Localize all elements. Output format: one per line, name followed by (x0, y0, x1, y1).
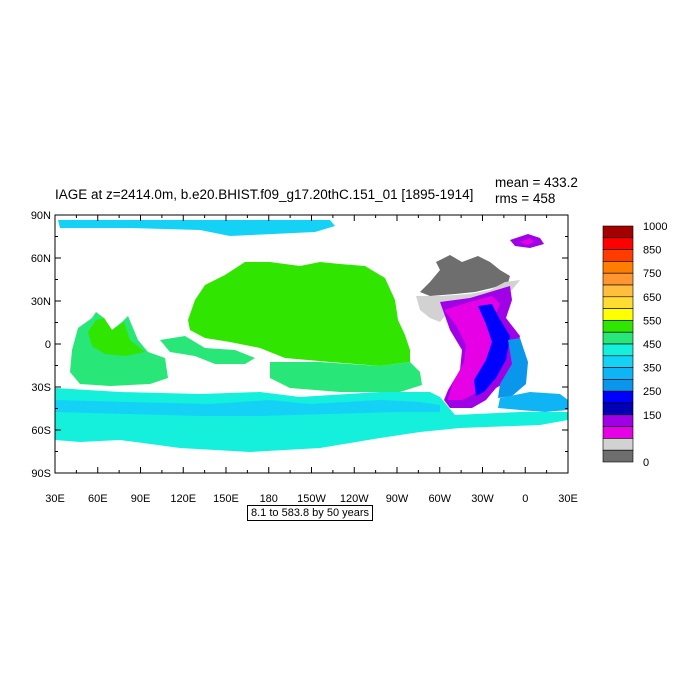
southern-cyan-strip (55, 400, 440, 416)
x-axis: 30E 60E 90E 120E 150E 180 150W 120W 90W 60W 30W 0 30… (45, 215, 578, 505)
maritime-green (160, 336, 255, 364)
colorbar-swatch (602, 402, 634, 416)
y-tick-label: 90N (31, 210, 51, 222)
x-tick-label: 150E (213, 493, 239, 505)
x-tick-label: 90W (386, 493, 409, 505)
colorbar-label: 150 (643, 410, 661, 422)
y-tick-label: 60N (31, 253, 51, 265)
atlantic-blue-core (474, 304, 510, 396)
x-tick-label: 30W (471, 493, 494, 505)
y-tick-label: 30N (31, 296, 51, 308)
colorbar-swatch (602, 390, 634, 404)
north-atlantic-spot (520, 238, 534, 245)
colorbar-swatch (602, 237, 634, 250)
x-tick-label: 120E (170, 493, 196, 505)
colorbar-label: 850 (643, 245, 661, 257)
atlantic-southeast-cyan (498, 392, 568, 412)
x-tick-label: 30E (45, 493, 65, 505)
x-tick-label: 60E (88, 493, 108, 505)
y-axis: 90N 60N 30N 0 30S 60S 90S (31, 210, 568, 480)
colorbar-swatch (602, 308, 634, 321)
south-pacific-band (270, 362, 422, 392)
colorbar-swatch (602, 414, 634, 427)
colorbar: 1000 850 750 650 550 450 350 250 150 0 (602, 221, 667, 469)
colorbar-label: 450 (643, 339, 661, 351)
colorbar-swatch (602, 249, 634, 262)
colorbar-swatch (602, 343, 634, 357)
atlantic-dark-gray (420, 255, 510, 296)
plot-title: IAGE at z=2414.0m, b.e20.BHIST.f09_g17.2… (55, 187, 474, 202)
ocean-fields (55, 220, 568, 452)
y-tick-label: 30S (31, 382, 51, 394)
pacific-ocean (188, 262, 410, 366)
y-tick-label: 60S (31, 425, 51, 437)
colorbar-label: 1000 (643, 221, 667, 233)
colorbar-label: 650 (643, 292, 661, 304)
colorbar-swatch (602, 449, 634, 463)
atlantic-east-blue (498, 338, 528, 398)
y-tick-label: 0 (45, 339, 51, 351)
colorbar-swatch (602, 438, 634, 451)
colorbar-swatch (602, 272, 634, 286)
colorbar-label: 550 (643, 315, 661, 327)
colorbar-label: 0 (643, 457, 649, 469)
x-tick-label: 0 (522, 493, 528, 505)
colorbar-label: 750 (643, 268, 661, 280)
arctic-region (58, 220, 335, 236)
colorbar-swatch (602, 355, 634, 368)
x-tick-label: 120W (340, 493, 369, 505)
colorbar-label: 350 (643, 363, 661, 375)
contour-range-note: 8.1 to 583.8 by 50 years (247, 505, 374, 521)
colorbar-swatch (602, 320, 634, 333)
indian-ocean-core (88, 318, 145, 356)
colorbar-label: 250 (643, 386, 661, 398)
y-tick-label: 90S (31, 468, 51, 480)
x-tick-label: 150W (297, 493, 326, 505)
x-tick-label: 60W (428, 493, 451, 505)
colorbar-swatch (602, 284, 634, 298)
colorbar-swatch (602, 225, 634, 239)
rms-stat: rms = 458 (495, 191, 556, 206)
colorbar-swatch (602, 426, 634, 439)
colorbar-swatch (602, 261, 634, 274)
x-tick-label: 30E (558, 493, 578, 505)
x-tick-label: 90E (131, 493, 151, 505)
colorbar-swatch (602, 379, 634, 392)
colorbar-swatch (602, 331, 634, 345)
colorbar-swatch (602, 296, 634, 309)
x-tick-label: 180 (260, 493, 278, 505)
colorbar-swatch (602, 367, 634, 380)
mean-stat: mean = 433.2 (495, 175, 578, 190)
